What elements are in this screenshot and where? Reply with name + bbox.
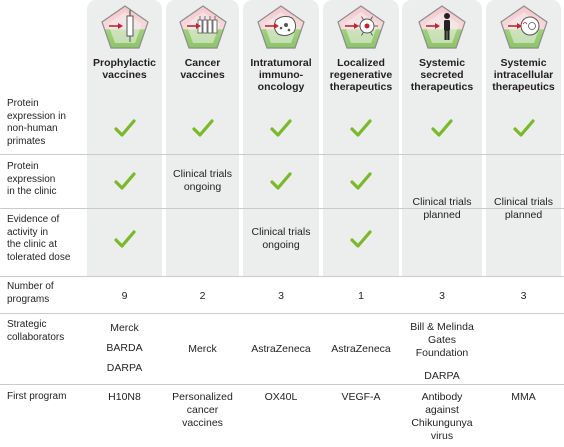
check-icon: [350, 172, 372, 190]
column-header: Localized regenerative therapeutics: [329, 57, 393, 93]
status-text: Clinical trials ongoing: [173, 168, 232, 193]
check-icon: [191, 119, 214, 137]
collaborator-name: Bill & Melinda Gates Foundation: [410, 321, 474, 359]
row-label-num-programs: Number of programs: [7, 281, 54, 305]
collaborator-name: DARPA: [424, 370, 460, 382]
first-program-value: Personalized cancer vaccines: [172, 391, 233, 429]
num-programs-value: 3: [278, 290, 284, 302]
row-label-clinic: Protein expression in the clinic: [7, 161, 57, 197]
collaborator-name: BARDA: [106, 342, 143, 354]
check-icon: [113, 230, 136, 248]
collaborator-name: Merck: [188, 343, 217, 355]
tumor-cell-icon: [256, 4, 306, 50]
column-header: Systemic intracellular therapeutics: [492, 57, 555, 93]
num-programs-value: 2: [199, 290, 206, 302]
first-program-value: Antibody against Chikungunya virus: [411, 391, 473, 442]
check-icon: [350, 230, 372, 248]
collaborator-name: DARPA: [106, 362, 143, 374]
column-header: Systemic secreted therapeutics: [410, 57, 474, 93]
status-text: Clinical trials planned: [412, 196, 472, 221]
check-icon: [512, 119, 535, 137]
column-header: Prophylactic vaccines: [92, 57, 157, 81]
first-program-value: OX40L: [264, 391, 298, 403]
check-icon: [431, 119, 453, 137]
row-label-activity: Evidence of activity in the clinic at to…: [7, 214, 71, 263]
first-program-value: H10N8: [108, 391, 141, 403]
divider-2: [0, 208, 564, 209]
divider-5: [0, 384, 564, 385]
row-label-nhp: Protein expression in non-human primates: [7, 98, 66, 147]
column-header: Cancer vaccines: [180, 57, 225, 81]
syringe-icon: [100, 4, 150, 50]
num-programs-value: 3: [520, 290, 527, 302]
num-programs-value: 3: [439, 290, 445, 302]
check-icon: [113, 172, 136, 190]
check-icon: [270, 172, 292, 190]
row-label-collaborators: Strategic collaborators: [7, 319, 65, 343]
intracellular-cell-icon: [499, 4, 549, 50]
collaborator-name: AstraZeneca: [331, 343, 391, 355]
num-programs-value: 1: [358, 290, 364, 302]
first-program-value: VEGF-A: [341, 391, 381, 403]
first-program-value: MMA: [511, 391, 536, 403]
num-programs-value: 9: [121, 290, 128, 302]
check-icon: [350, 119, 372, 137]
divider-4: [0, 313, 564, 314]
status-text: Clinical trials planned: [494, 196, 553, 221]
check-icon: [270, 119, 292, 137]
check-icon: [113, 119, 136, 137]
multiple-syringes-icon: [178, 4, 228, 50]
collaborator-name: AstraZeneca: [251, 343, 311, 355]
row-label-first-program: First program: [7, 391, 67, 402]
column-header: Intratumoral immuno- oncology: [250, 57, 312, 93]
regenerative-cell-icon: [336, 4, 386, 50]
human-figure-icon: [417, 4, 467, 50]
status-text: Clinical trials ongoing: [251, 226, 311, 251]
divider-3: [0, 276, 564, 277]
collaborator-name: Merck: [110, 322, 139, 334]
divider-1: [0, 154, 564, 155]
